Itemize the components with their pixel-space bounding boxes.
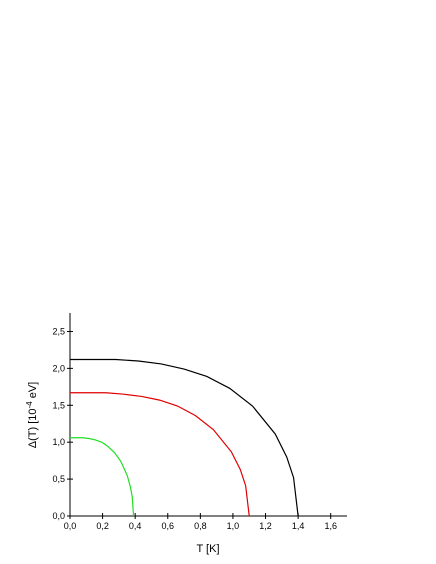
y-tick-label: 0,0 — [52, 511, 65, 521]
x-tick-label: 0,6 — [162, 521, 175, 531]
series-line — [70, 392, 250, 517]
y-label-sup: -4 — [25, 401, 34, 409]
x-tick-label: 1,0 — [227, 521, 240, 531]
x-tick-label: 0,4 — [129, 521, 142, 531]
series-line — [70, 437, 135, 517]
y-tick-label: 2,0 — [52, 363, 65, 373]
x-tick-label: 1,2 — [259, 521, 272, 531]
x-tick-label: 0,0 — [64, 521, 77, 531]
y-axis-label: Δ(T) [10-4 eV] — [25, 382, 39, 448]
x-tick-label: 0,8 — [194, 521, 207, 531]
y-label-unit: eV] — [27, 382, 39, 402]
y-tick-label: 0,5 — [52, 474, 65, 484]
x-axis-label: T [K] — [196, 543, 219, 555]
y-label-main: Δ(T) [10 — [27, 408, 39, 448]
x-tick-label: 0,2 — [96, 521, 109, 531]
y-tick-label: 1,5 — [52, 400, 65, 410]
series-line — [70, 358, 299, 517]
y-tick-label: 2,5 — [52, 326, 65, 336]
x-tick-label: 1,4 — [292, 521, 305, 531]
x-tick-label: 1,6 — [324, 521, 337, 531]
y-tick-label: 1,0 — [52, 437, 65, 447]
